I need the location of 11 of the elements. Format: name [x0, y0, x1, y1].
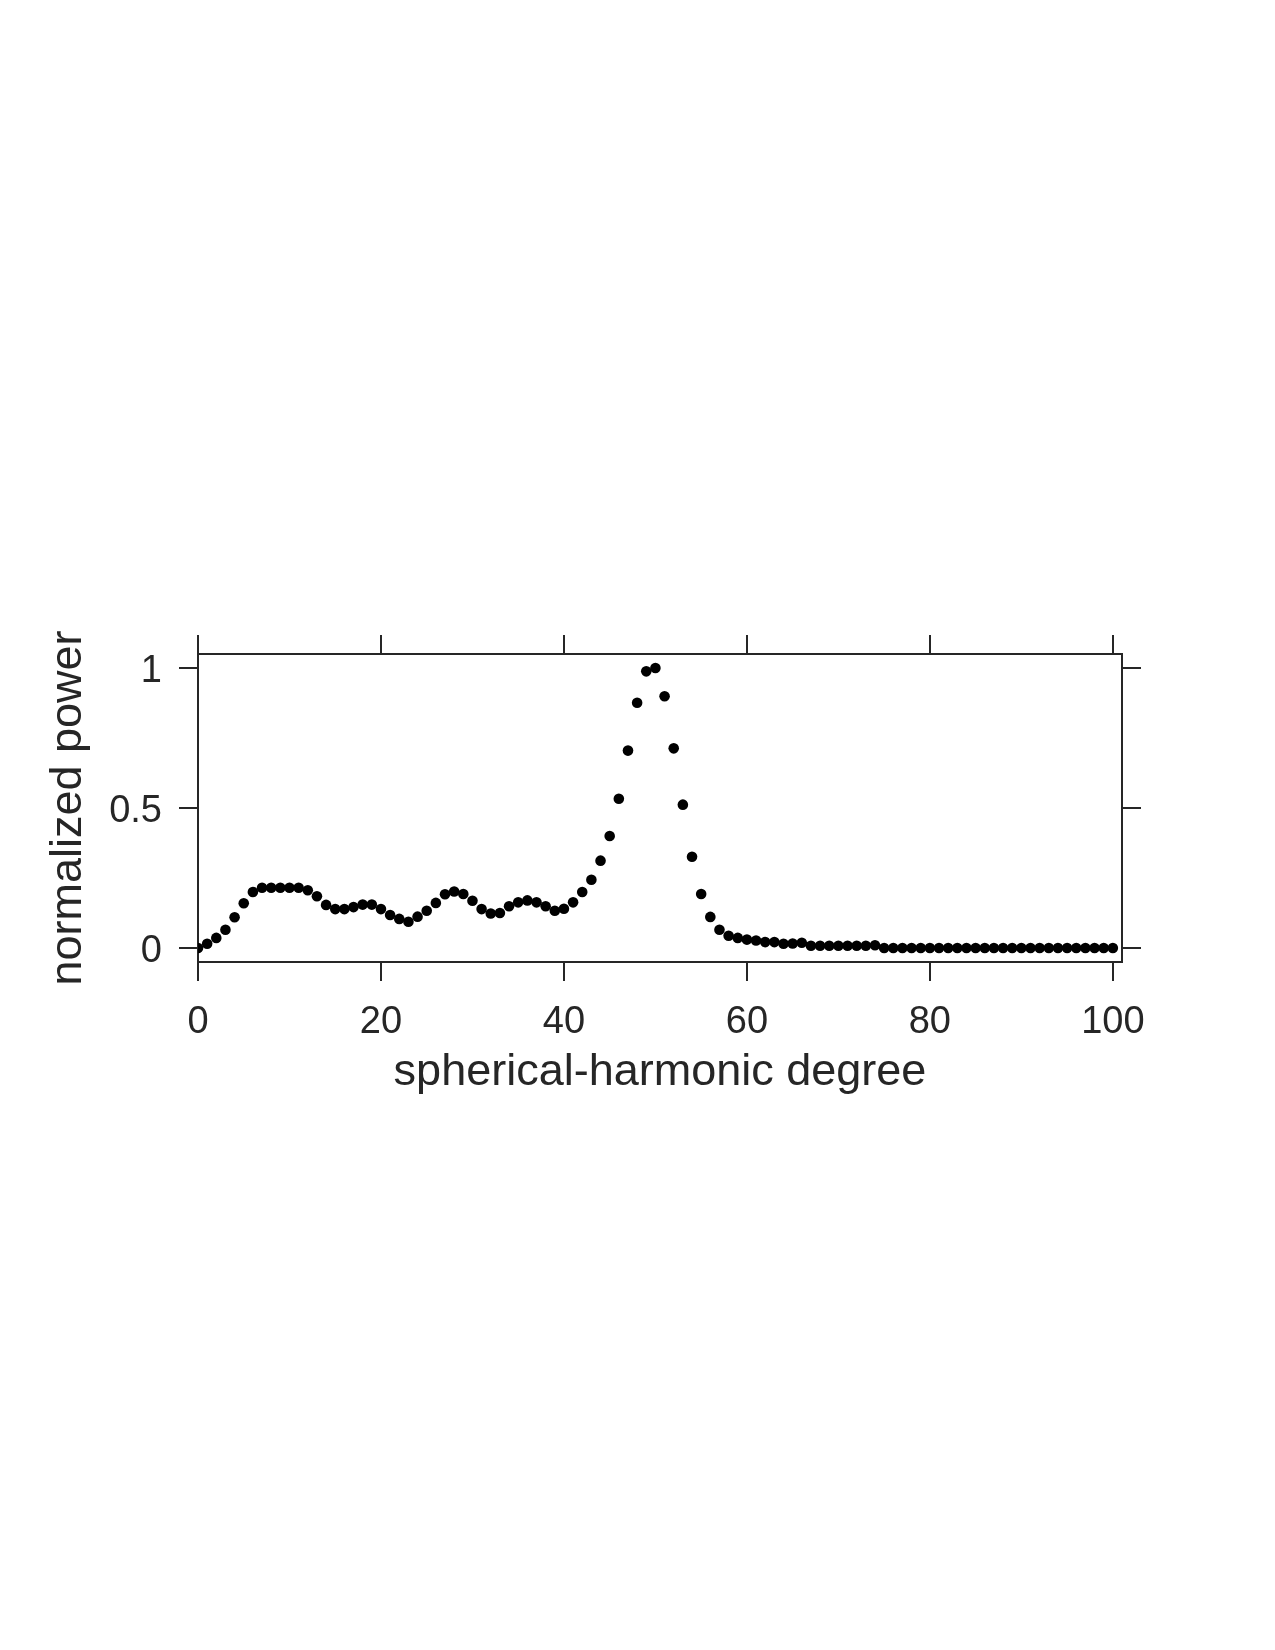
- y-tick-label: 0: [140, 928, 162, 971]
- x-tick-label: 100: [1081, 999, 1145, 1042]
- x-tick-label: 40: [542, 999, 586, 1042]
- y-tick-label: 0.5: [109, 788, 162, 831]
- x-tick-label: 60: [725, 999, 769, 1042]
- x-tick-label: 20: [359, 999, 403, 1042]
- x-tick-label: 0: [187, 999, 209, 1042]
- y-axis-title: normalized power: [40, 630, 92, 986]
- y-tick-label: 1: [140, 648, 162, 691]
- x-axis-title: spherical-harmonic degree: [393, 1044, 927, 1096]
- x-tick-label: 80: [908, 999, 952, 1042]
